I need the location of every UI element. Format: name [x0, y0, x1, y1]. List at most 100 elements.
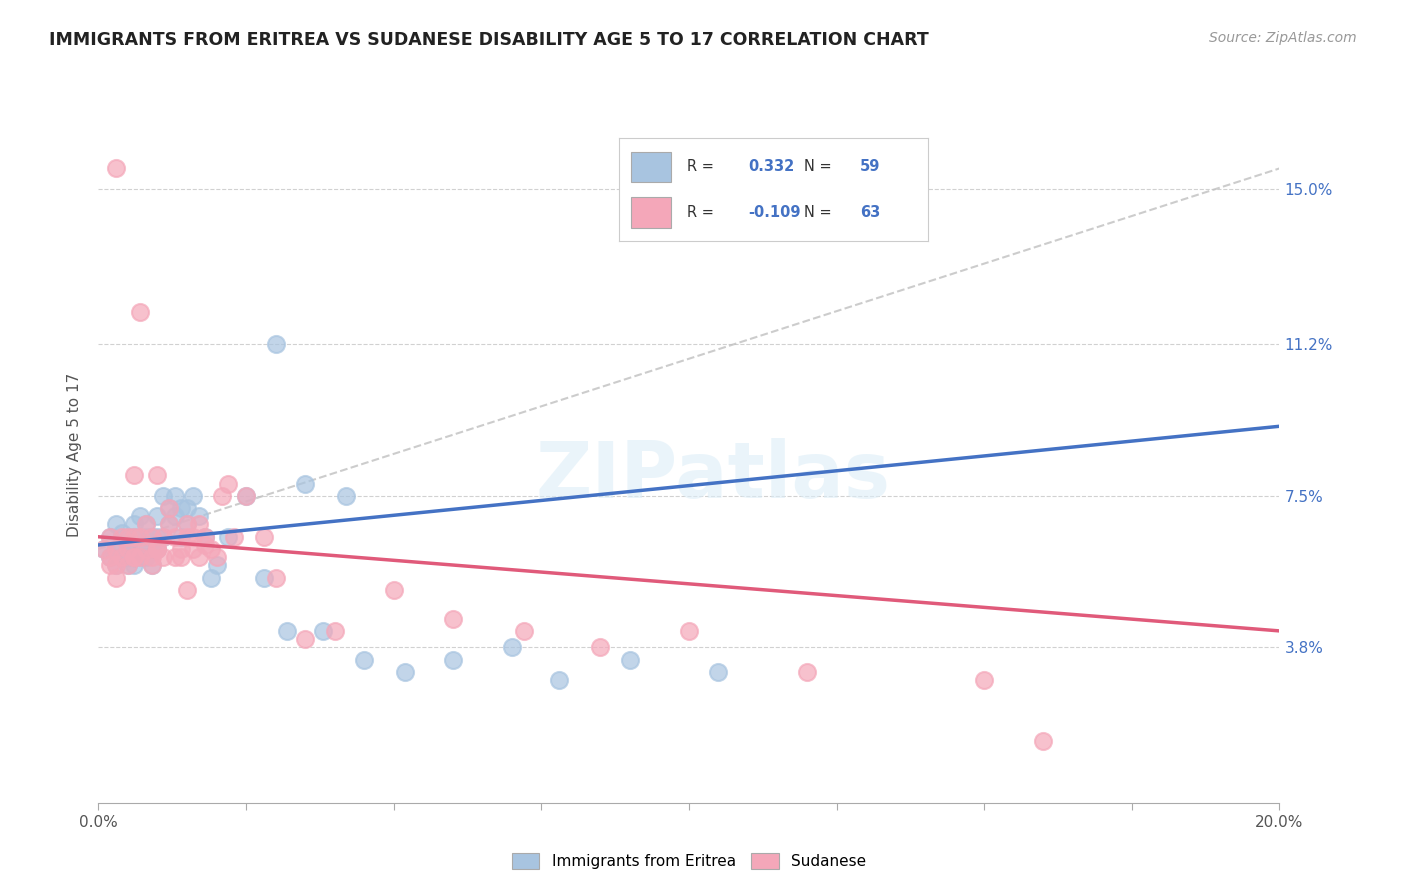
Point: [157, 517, 180, 532]
Point: [353, 652, 375, 666]
Point: [441, 612, 464, 626]
Text: R =: R =: [686, 204, 718, 219]
Text: Source: ZipAtlas.com: Source: ZipAtlas.com: [1209, 31, 1357, 45]
Point: [135, 517, 157, 532]
Text: N =: N =: [804, 160, 837, 175]
Point: [200, 571, 222, 585]
Point: [170, 550, 193, 565]
Point: [117, 530, 139, 544]
Point: [141, 530, 163, 544]
Point: [105, 542, 128, 557]
Point: [619, 652, 641, 666]
Point: [323, 624, 346, 638]
Point: [135, 550, 157, 565]
Point: [128, 509, 150, 524]
Point: [294, 632, 316, 646]
Point: [117, 530, 139, 544]
Text: 63: 63: [860, 204, 880, 219]
Bar: [631, 197, 671, 227]
Point: [235, 489, 257, 503]
Point: [128, 538, 150, 552]
Point: [205, 550, 228, 565]
Point: [141, 550, 163, 565]
Point: [548, 673, 571, 687]
Point: [157, 501, 180, 516]
Point: [187, 517, 209, 532]
Point: [105, 517, 128, 532]
Point: [98, 558, 121, 573]
Point: [117, 550, 139, 565]
Point: [105, 161, 128, 176]
Point: [98, 530, 121, 544]
Point: [165, 509, 187, 524]
Point: [122, 530, 145, 544]
Point: [98, 550, 121, 565]
Point: [157, 501, 180, 516]
Point: [973, 673, 995, 687]
Point: [117, 542, 139, 557]
Text: N =: N =: [804, 204, 837, 219]
Point: [165, 489, 187, 503]
Point: [98, 550, 121, 565]
Point: [253, 530, 276, 544]
Point: [93, 542, 115, 557]
Point: [128, 550, 150, 565]
Point: [678, 624, 700, 638]
Point: [205, 558, 228, 573]
Point: [111, 525, 134, 540]
Point: [264, 337, 287, 351]
Point: [501, 640, 523, 655]
Point: [512, 624, 534, 638]
Bar: [631, 152, 671, 182]
Point: [170, 542, 193, 557]
Point: [176, 582, 198, 597]
Point: [181, 530, 204, 544]
Point: [117, 542, 139, 557]
Point: [122, 550, 145, 565]
Point: [111, 550, 134, 565]
Text: IMMIGRANTS FROM ERITREA VS SUDANESE DISABILITY AGE 5 TO 17 CORRELATION CHART: IMMIGRANTS FROM ERITREA VS SUDANESE DISA…: [49, 31, 929, 49]
Point: [128, 530, 150, 544]
Point: [141, 530, 163, 544]
Text: 59: 59: [860, 160, 880, 175]
Text: -0.109: -0.109: [748, 204, 801, 219]
Point: [217, 530, 239, 544]
Point: [294, 476, 316, 491]
Text: R =: R =: [686, 160, 718, 175]
Point: [152, 489, 174, 503]
Point: [141, 542, 163, 557]
Point: [98, 530, 121, 544]
Point: [111, 530, 134, 544]
Point: [146, 542, 169, 557]
Point: [122, 468, 145, 483]
Point: [211, 489, 233, 503]
Point: [128, 304, 150, 318]
Point: [135, 530, 157, 544]
Point: [152, 530, 174, 544]
Point: [146, 542, 169, 557]
Point: [122, 558, 145, 573]
Point: [122, 550, 145, 565]
Text: ZIPatlas: ZIPatlas: [536, 438, 890, 514]
Point: [170, 530, 193, 544]
Point: [200, 542, 222, 557]
Point: [194, 538, 217, 552]
Point: [176, 517, 198, 532]
Point: [135, 517, 157, 532]
Point: [394, 665, 416, 679]
Point: [117, 558, 139, 573]
Point: [146, 509, 169, 524]
Point: [111, 550, 134, 565]
Point: [146, 468, 169, 483]
Point: [152, 530, 174, 544]
Point: [589, 640, 612, 655]
Point: [111, 538, 134, 552]
Point: [128, 550, 150, 565]
Point: [122, 542, 145, 557]
Point: [235, 489, 257, 503]
Point: [253, 571, 276, 585]
Point: [176, 517, 198, 532]
Point: [276, 624, 298, 638]
Point: [93, 542, 115, 557]
Point: [264, 571, 287, 585]
